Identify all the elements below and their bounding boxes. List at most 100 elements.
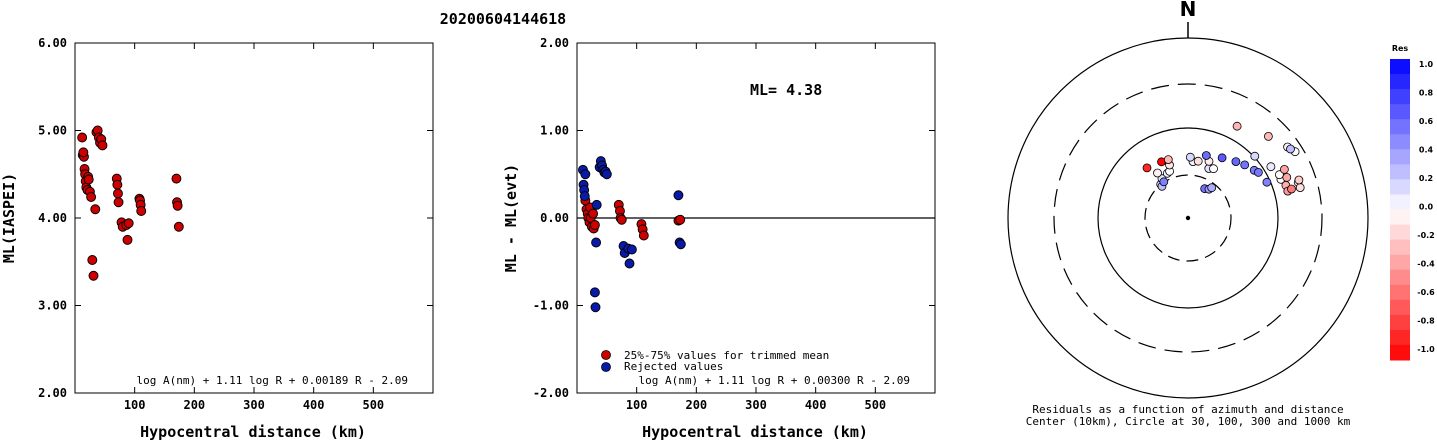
colorbar-tick-label: 0.6 [1419,117,1434,126]
north-label: N [1180,0,1197,21]
legend-trimmed-label: 25%-75% values for trimmed mean [624,349,829,362]
legend-rejected-marker [601,362,611,372]
y-tick-label: 4.00 [38,211,67,225]
panel2-y-axis-label: ML - ML(evt) [502,164,520,272]
ml-point [86,192,97,202]
colorbar-cell [1390,344,1410,361]
ring-100km [1097,127,1279,309]
panel2-x-axis-label: Hypocentral distance (km) [642,423,868,441]
colorbar-cell [1390,239,1410,256]
rejected-point [579,191,590,202]
station-residual-marker [1294,175,1304,185]
ring-300km [1053,83,1323,353]
panel-residual-vs-distance: 2.00 1.00 0.00 -1.00 -2.00 100 200 300 400 500 ML… [502,36,936,441]
rejected-point [591,237,602,248]
legend-rejected-label: Rejected values [624,360,723,373]
y-tick-label: 0.00 [540,211,569,225]
epicenter-dot [1185,215,1191,221]
colorbar-cell [1390,314,1410,331]
colorbar-cell [1390,269,1410,286]
station-residual-marker [1207,183,1217,193]
ml-point [77,132,88,143]
colorbar-tick-label: -0.2 [1417,231,1435,240]
colorbar-cell [1390,134,1410,150]
station-residual-marker [1280,164,1289,174]
station-residual-marker [1231,157,1241,167]
colorbar-cell [1390,119,1410,135]
y-tick-label: 6.00 [38,36,67,50]
station-residual-marker [1282,172,1292,182]
station-residual-marker [1254,167,1263,177]
ml-point [112,179,123,190]
ml-point [90,204,101,215]
colorbar-cell [1390,74,1410,90]
y-tick-label: 5.00 [38,124,67,138]
colorbar-tick-label: -1.0 [1417,345,1435,354]
panel1-x-axis-label: Hypocentral distance (km) [140,423,366,441]
y-tick-label: 2.00 [38,386,67,400]
station-residual-marker [1217,153,1227,163]
colorbar-tick-label: -0.8 [1417,317,1435,326]
ring-1000km [1007,37,1369,399]
panel1-formula: log A(nm) + 1.11 log R + 0.00189 R - 2.0… [136,374,408,387]
x-tick-label: 400 [805,398,827,412]
ml-point [136,206,147,216]
panel1-frame [74,42,434,394]
ml-point [87,255,98,265]
ml-point [78,147,89,158]
station-residual-marker [1240,160,1250,170]
ml-point [123,218,134,229]
x-tick-label: 100 [124,398,146,412]
station-residual-marker [1287,184,1296,194]
ml-point [88,270,99,281]
station-residual-marker [1163,155,1173,165]
rejected-point [601,169,612,180]
colorbar-cell [1390,194,1410,211]
ml-point [113,188,123,199]
rejected-point [580,169,591,180]
ml-point [97,140,108,151]
station-residual-marker [1185,152,1195,162]
rejected-point [590,302,601,313]
x-tick-label: 300 [243,398,265,412]
station-residual-marker [1264,131,1273,141]
colorbar-cell [1390,209,1410,226]
colorbar-tick-label: -0.6 [1417,288,1435,297]
x-tick-label: 300 [745,398,767,412]
ml-point [83,174,94,185]
colorbar-cell [1390,299,1410,316]
colorbar-title: Res [1392,44,1409,53]
colorbar-tick-label: 0.0 [1419,203,1434,212]
ml-value-label: ML= 4.38 [750,81,822,99]
polar-caption-line2: Center (10km), Circle at 30, 100, 300 an… [1026,415,1351,428]
x-tick-label: 200 [183,398,205,412]
colorbar-cell [1390,59,1410,75]
colorbar-tick-label: 0.4 [1419,146,1434,155]
residual-colorbar: Res 1.0 0.8 0.6 0.4 0.2 0.0 -0.2 -0.4 -0.6 -0.8 -1… [1390,44,1435,361]
panel-azimuth-distance: N Residuals as a function of azimuth and… [1007,0,1369,428]
station-residual-marker [1232,121,1242,131]
rejected-point [626,244,637,255]
colorbar-tick-label: 0.8 [1419,89,1434,98]
ml-point [113,197,124,208]
colorbar-cell [1390,149,1410,165]
colorbar-tick-label: 1.0 [1419,60,1434,69]
y-tick-label: 3.00 [38,299,67,313]
station-residual-marker [1159,177,1169,187]
y-tick-label: -1.00 [533,299,569,313]
colorbar-cell [1390,89,1410,105]
y-tick-label: 2.00 [540,36,569,50]
x-tick-label: 500 [362,398,384,412]
station-residual-marker [1153,168,1162,178]
polar-caption-line1: Residuals as a function of azimuth and d… [1032,403,1343,416]
station-residual-marker [1201,151,1211,160]
ml-point [122,234,133,245]
trimmed-point [588,208,599,219]
rejected-point [673,190,684,201]
trimmed-point [638,230,649,241]
colorbar-cell [1390,104,1410,120]
trimmed-point [589,220,600,230]
x-tick-label: 100 [626,398,648,412]
